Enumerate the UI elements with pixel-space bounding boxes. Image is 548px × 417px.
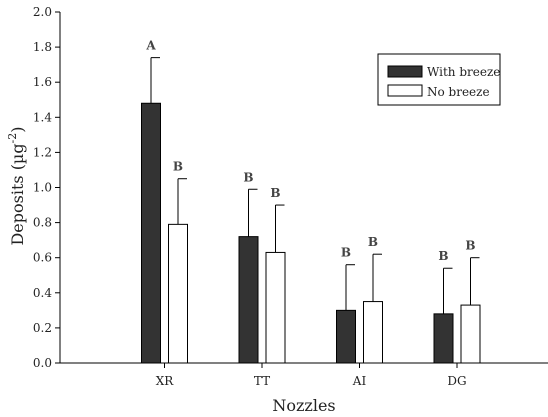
- y-axis-title-close: ): [8, 126, 27, 132]
- significance-letter: B: [270, 186, 280, 200]
- bar-no-breeze-xr: [168, 223, 188, 364]
- significance-letter: B: [368, 235, 378, 249]
- y-tick-label: 0.6: [33, 251, 52, 265]
- y-tick-label: 0.4: [33, 286, 52, 300]
- x-tick-label: XR: [156, 374, 175, 388]
- y-tick-label: 0.0: [33, 356, 52, 370]
- significance-letters: A B B B B B B B: [145, 39, 475, 264]
- bar-with-breeze-tt: [238, 236, 259, 364]
- y-axis-title-main: Deposits (µg: [8, 143, 27, 245]
- significance-letter: A: [145, 39, 156, 53]
- y-tick-label: 0.2: [33, 321, 52, 335]
- bar-with-breeze-dg: [433, 313, 454, 364]
- bar-no-breeze-dg: [460, 304, 481, 364]
- x-tick-label: TT: [254, 374, 270, 388]
- x-axis-title: Nozzles: [272, 396, 335, 415]
- y-axis-title-superscript: -2: [6, 133, 19, 144]
- bar-with-breeze-xr: [141, 102, 161, 364]
- significance-letter: B: [341, 246, 351, 260]
- error-bars: [150, 57, 480, 314]
- significance-letter: B: [173, 160, 183, 174]
- y-tick-label: 1.8: [33, 40, 52, 54]
- legend-swatch-no-breeze: [387, 84, 423, 97]
- y-tick-label: 1.0: [33, 181, 52, 195]
- y-tick-label: 0.8: [33, 216, 52, 230]
- bar-no-breeze-ai: [363, 301, 383, 364]
- x-axis-ticks: XR TT AI DG: [156, 363, 467, 388]
- legend: With breeze No breeze: [377, 53, 501, 106]
- significance-letter: B: [465, 239, 475, 253]
- bar-with-breeze-ai: [336, 309, 356, 364]
- legend-label-with-breeze: With breeze: [427, 65, 500, 79]
- legend-swatch-with-breeze: [387, 65, 423, 78]
- y-tick-label: 1.6: [33, 75, 52, 89]
- y-tick-label: 1.2: [33, 145, 52, 159]
- significance-letter: B: [243, 170, 253, 184]
- legend-label-no-breeze: No breeze: [427, 85, 490, 99]
- significance-letter: B: [438, 249, 448, 263]
- x-tick-label: AI: [352, 374, 367, 388]
- y-axis-ticks: 0.0 0.2 0.4 0.6 0.8 1.0 1.2 1.4 1.6 1.8 2.0: [33, 5, 60, 370]
- y-tick-label: 2.0: [33, 5, 52, 19]
- x-tick-label: DG: [447, 374, 466, 388]
- y-tick-label: 1.4: [33, 110, 52, 124]
- y-axis-title: Deposits (µg-2): [6, 126, 27, 245]
- bar-no-breeze-tt: [265, 251, 286, 364]
- bars: [141, 102, 481, 364]
